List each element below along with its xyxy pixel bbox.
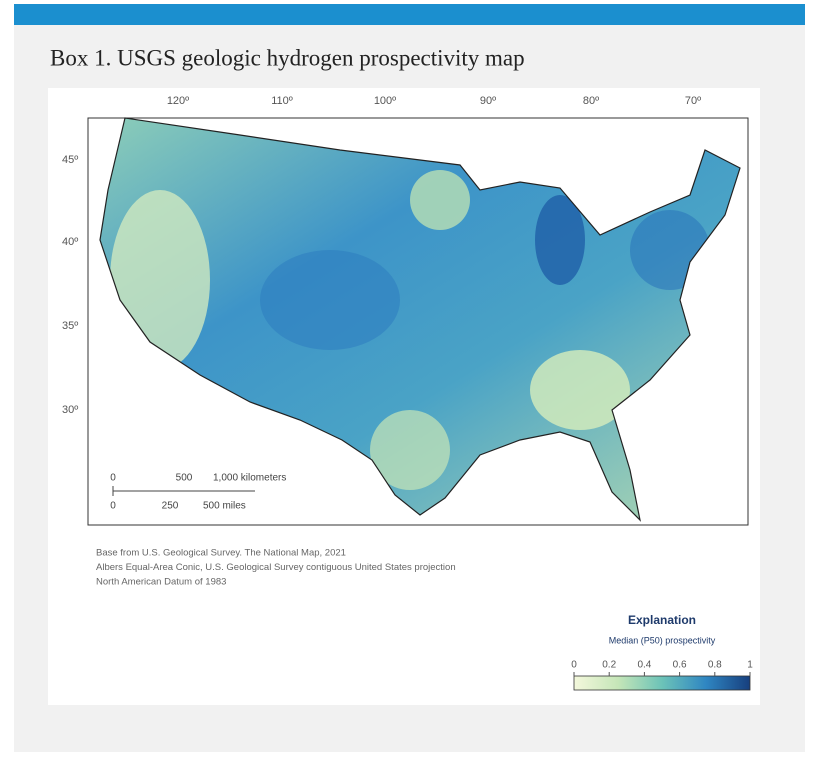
latitude-label: 35º [62,320,78,332]
title: Box 1. USGS geologic hydrogen prospectiv… [50,45,525,70]
colorbar-tick-label: 0.8 [708,660,722,671]
colorbar-ticks: 0 0.2 0.4 0.6 0.8 1 [571,660,753,676]
latitude-label: 40º [62,236,78,248]
longitude-label: 100º [374,95,396,107]
colorbar-tick-label: 0.2 [602,660,616,671]
colorbar-tick-label: 1 [747,660,753,671]
mile-label: 250 [162,501,179,512]
credits: Base from U.S. Geological Survey. The Na… [96,548,456,588]
scale-bar: 0 500 1,000 kilometers 0 250 500 miles [110,473,286,512]
mile-label: 500 miles [203,501,246,512]
latitude-label: 45º [62,154,78,166]
longitude-labels: 120º 110º 100º 90º 80º 70º [167,95,701,107]
top-bar [14,4,805,25]
credit-line: Base from U.S. Geological Survey. The Na… [96,548,346,559]
mile-label: 0 [110,501,116,512]
credit-line: Albers Equal-Area Conic, U.S. Geological… [96,562,456,573]
colorbar-tick-label: 0 [571,660,577,671]
colorbar-tick-label: 0.6 [673,660,687,671]
colorbar [573,675,751,691]
legend-title: Explanation [628,613,696,627]
colorbar-tick-label: 0.4 [637,660,651,671]
longitude-label: 70º [685,95,701,107]
longitude-label: 90º [480,95,496,107]
km-label: 500 [176,473,193,484]
longitude-label: 120º [167,95,189,107]
credit-line: North American Datum of 1983 [96,577,226,588]
legend-subtitle: Median (P50) prospectivity [609,635,716,645]
km-label: 1,000 kilometers [213,473,286,484]
longitude-label: 80º [583,95,599,107]
km-label: 0 [110,473,116,484]
longitude-label: 110º [271,95,293,107]
latitude-label: 30º [62,404,78,416]
latitude-labels: 45º 40º 35º 30º [62,154,78,416]
